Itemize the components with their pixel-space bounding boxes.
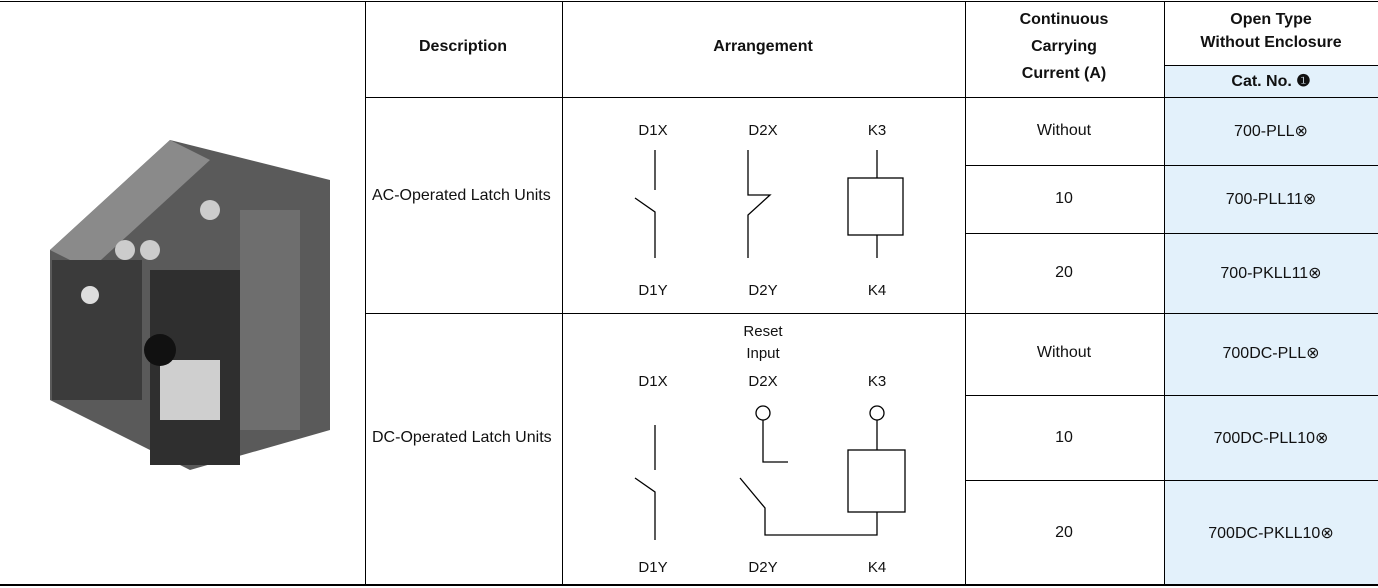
- rule: [965, 395, 1378, 396]
- ac-wiring: [634, 150, 904, 258]
- terminal-label: D1Y: [638, 559, 667, 576]
- header-cell: Cat. No. ❶: [1231, 73, 1311, 90]
- header-cell: Without Enclosure: [1200, 34, 1342, 51]
- cat-no: 700-PLL⊗: [1234, 123, 1308, 140]
- reset-label: Reset: [743, 323, 783, 340]
- terminal-label: D2Y: [748, 282, 777, 299]
- rule: [1164, 1, 1165, 585]
- rule: [965, 233, 1378, 234]
- cat-no: 700DC-PLL⊗: [1222, 345, 1320, 362]
- terminal-label: D1X: [638, 122, 667, 139]
- rule: [965, 480, 1378, 481]
- terminal-label: D1X: [638, 373, 667, 390]
- header-cell: Current (A): [1021, 65, 1107, 82]
- cat-column-bg: [1165, 66, 1378, 585]
- cat-no: 700DC-PKLL10⊗: [1208, 525, 1334, 542]
- header-cell: Open Type: [1230, 11, 1312, 28]
- rule: [365, 97, 1378, 98]
- terminal-label: K3: [868, 122, 886, 139]
- cat-no: 700DC-PLL10⊗: [1213, 430, 1329, 447]
- rule: [1164, 65, 1378, 66]
- terminal-label: D1Y: [638, 282, 667, 299]
- header-cell: Arrangement: [713, 38, 813, 55]
- current: Without: [1036, 344, 1092, 361]
- terminal-label: D2Y: [748, 559, 777, 576]
- current: 20: [1055, 264, 1073, 281]
- cat-no: 700-PKLL11⊗: [1220, 265, 1322, 282]
- description: DC-Operated Latch Units: [372, 429, 552, 446]
- current: 10: [1055, 190, 1073, 207]
- rule: [0, 1, 1378, 2]
- description: AC-Operated Latch Units: [372, 187, 551, 204]
- rule: [965, 1, 966, 585]
- terminal-label: K4: [868, 282, 886, 299]
- rule: [562, 1, 563, 585]
- terminal-label: D2X: [748, 373, 777, 390]
- cat-no: 700-PLL11⊗: [1225, 191, 1317, 208]
- reset-label: Input: [746, 345, 780, 362]
- terminal-label: K4: [868, 559, 886, 576]
- dc-wiring: [634, 405, 906, 540]
- header-cell: Description: [418, 38, 508, 55]
- header-cell: Continuous: [1019, 11, 1109, 28]
- current: 10: [1055, 429, 1073, 446]
- rule: [365, 313, 1378, 314]
- rule: [365, 1, 366, 585]
- current: Without: [1036, 122, 1092, 139]
- terminal-label: D2X: [748, 122, 777, 139]
- header-cell: Carrying: [1031, 38, 1097, 55]
- product-photo: [50, 140, 330, 470]
- rule: [0, 584, 1378, 586]
- terminal-label: K3: [868, 373, 886, 390]
- rule: [965, 165, 1378, 166]
- current: 20: [1055, 524, 1073, 541]
